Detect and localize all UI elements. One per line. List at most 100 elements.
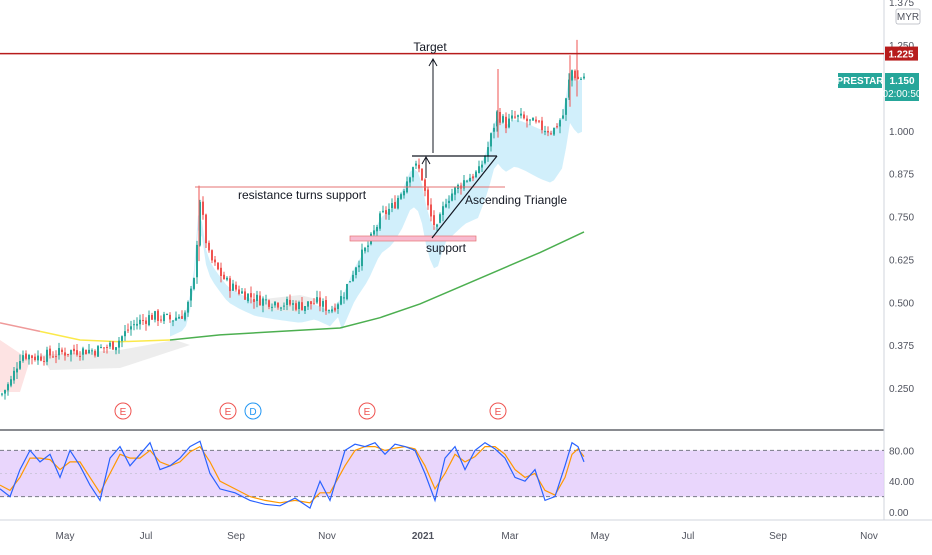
candle-body <box>469 177 471 182</box>
breakout-arrow-head <box>421 155 431 165</box>
candle-body <box>115 347 117 351</box>
candle-body <box>580 78 582 80</box>
time-tick-label: Nov <box>318 531 336 542</box>
candle-body <box>481 164 483 168</box>
stochastic-k-line <box>0 440 585 510</box>
candle-body <box>298 302 300 310</box>
candle-body <box>235 284 237 290</box>
target-price-tag <box>885 46 918 61</box>
candle-body <box>1 393 3 395</box>
candle-body <box>268 300 270 307</box>
candle-body <box>442 206 444 215</box>
candle-body <box>328 310 330 312</box>
candle-body <box>571 70 573 81</box>
event-marker <box>219 402 237 420</box>
candle-body <box>334 307 336 311</box>
candle-body <box>181 316 183 319</box>
time-axis[interactable]: May Jul Sep Nov 2021 Mar May Jul Sep Nov <box>0 519 932 542</box>
candle-body <box>208 242 210 251</box>
candle-body <box>94 350 96 356</box>
ma-long-segment <box>39 330 171 343</box>
candle-body <box>52 356 54 358</box>
currency-label: MYR <box>897 12 919 23</box>
candle-body <box>193 278 195 289</box>
candle-body <box>49 348 51 356</box>
candle-body <box>505 116 507 129</box>
candle-body <box>139 319 141 325</box>
candle-body <box>199 202 201 246</box>
candle-body <box>247 293 249 302</box>
candle-body <box>391 203 393 209</box>
candle-body <box>385 210 387 215</box>
candle-body <box>217 262 219 270</box>
time-tick-label: Sep <box>227 531 245 542</box>
time-tick-label: Sep <box>769 531 787 542</box>
candle-body <box>562 115 564 119</box>
event-marker <box>114 402 132 420</box>
candle-body <box>286 299 288 306</box>
candle-body <box>28 354 30 360</box>
target-arrow-head <box>428 57 438 67</box>
candle-body <box>37 355 39 361</box>
candle-body <box>19 360 21 369</box>
candle-body <box>343 297 345 299</box>
event-marker <box>358 402 376 420</box>
candle-body <box>46 349 48 362</box>
candle-body <box>205 214 207 244</box>
candle-body <box>544 131 546 133</box>
candle-body <box>226 277 228 280</box>
candle-body <box>388 208 390 215</box>
candle-body <box>97 346 99 357</box>
candle-body <box>91 350 93 352</box>
candle-body <box>304 305 306 311</box>
candle-body <box>574 70 576 79</box>
candle-body <box>340 296 342 305</box>
candle-body <box>433 215 435 226</box>
candle-body <box>130 326 132 330</box>
candle-body <box>400 194 402 199</box>
candle-body <box>337 304 339 309</box>
symbol-tag-label: PRESTAR <box>836 76 884 87</box>
time-tick-label: May <box>591 531 610 542</box>
candle-body <box>514 116 516 118</box>
price-tick-label: 1.375 <box>889 0 914 9</box>
candle-body <box>31 355 33 358</box>
candle-body <box>508 118 510 128</box>
candle-body <box>331 309 333 312</box>
candle-body <box>70 350 72 355</box>
candle-body <box>160 319 162 321</box>
stochastic-pane[interactable]: 80.00 40.00 0.00 <box>0 440 914 519</box>
candle-body <box>262 298 264 306</box>
neutral-ribbon <box>40 340 190 370</box>
candle-body <box>520 113 522 116</box>
candle-body <box>16 368 18 373</box>
candle-body <box>394 202 396 209</box>
candle-body <box>367 245 369 247</box>
candle-body <box>25 353 27 359</box>
candle-body <box>535 119 537 122</box>
annotation-target: Target <box>413 40 447 54</box>
time-tick-label: Jul <box>682 531 695 542</box>
price-tick-label: 1.250 <box>889 41 914 52</box>
candle-body <box>541 120 543 131</box>
candle-body <box>22 355 24 361</box>
candle-body <box>487 147 489 157</box>
candle-body <box>265 299 267 301</box>
candle-body <box>322 301 324 307</box>
candle-body <box>136 323 138 326</box>
candle-body <box>379 213 381 229</box>
price-tick-label: 0.625 <box>889 255 914 266</box>
candle-body <box>382 210 384 212</box>
candle-body <box>427 189 429 206</box>
candle-body <box>451 193 453 201</box>
candle-body <box>454 187 456 195</box>
candle-body <box>241 291 243 294</box>
candle-body <box>559 120 561 127</box>
candle-body <box>445 204 447 208</box>
candle-body <box>547 130 549 133</box>
candle-body <box>397 198 399 209</box>
moving-average-layer <box>0 231 585 343</box>
candle-body <box>166 313 168 315</box>
